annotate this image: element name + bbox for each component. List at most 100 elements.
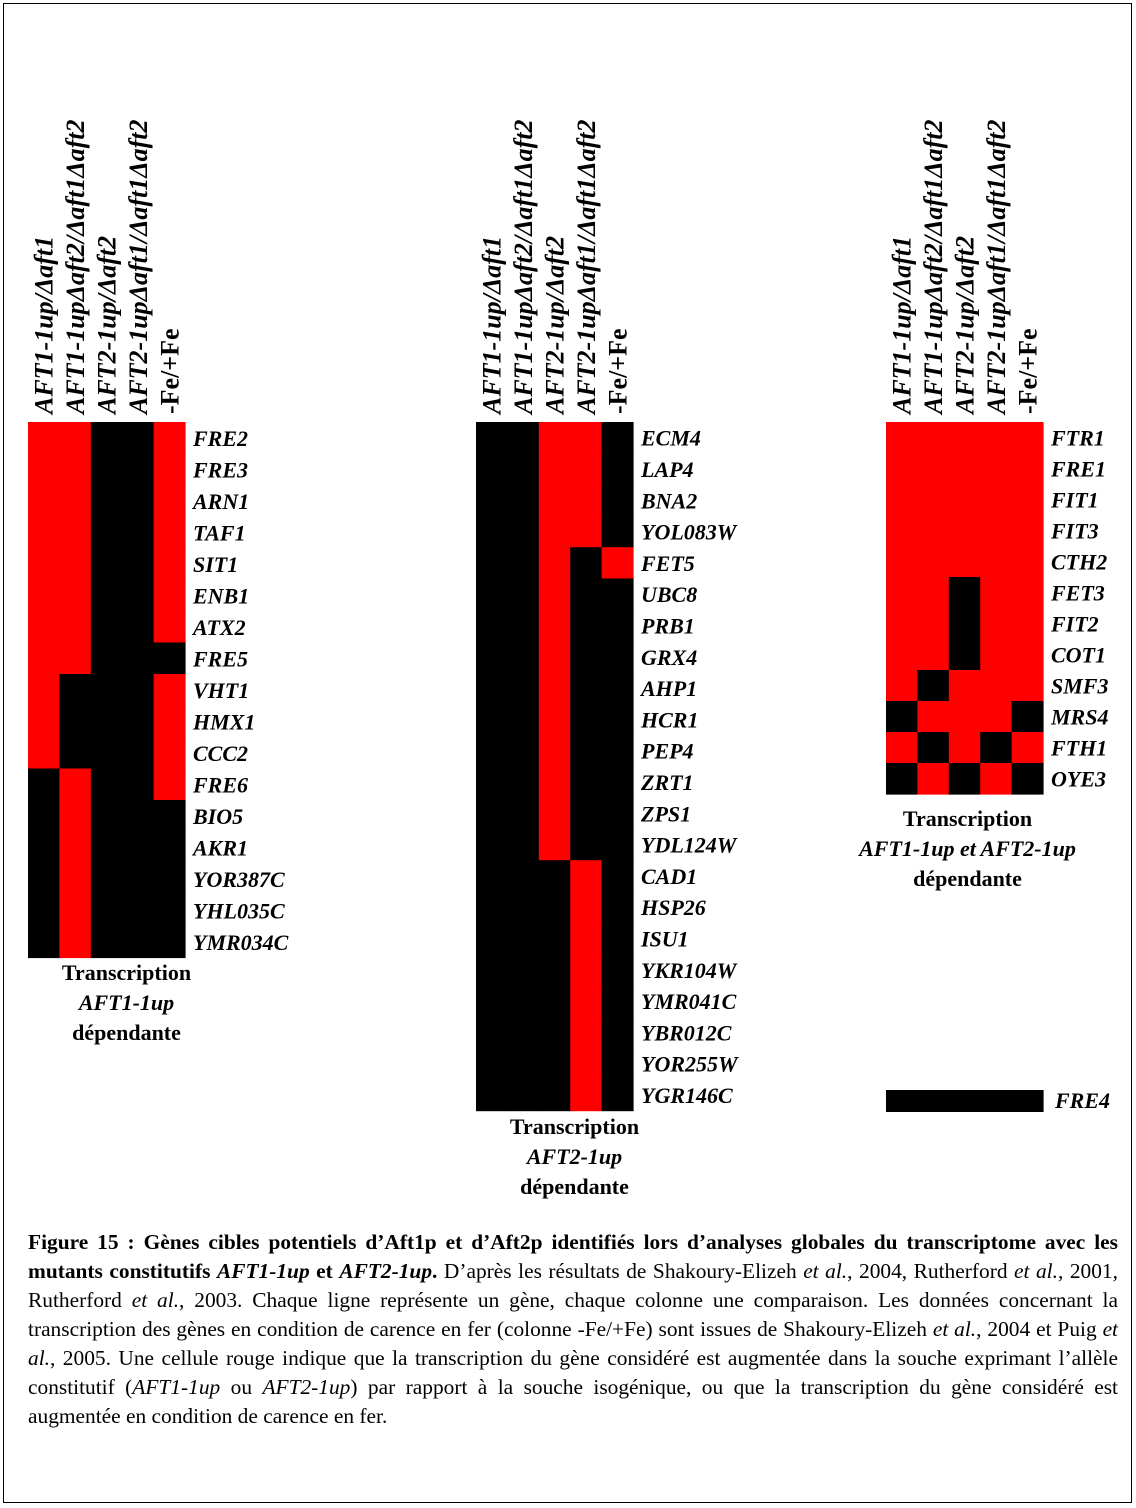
heatmap-cell [570,1016,603,1049]
gene-label: PEP4 [640,739,694,764]
heatmap-cell [538,578,571,611]
caption-title-a: Gènes cibles potentiels d’Aft1p et d’Aft… [28,1230,1118,1283]
heatmap-cell [28,768,60,801]
gene-label: MRS4 [1050,705,1108,730]
heatmap-cell [570,828,603,861]
heatmap-cell [570,609,603,642]
heatmap-cell [601,484,634,517]
gene-label: CAD1 [641,864,697,889]
heatmap-cell [917,1090,950,1112]
heatmap-cell [476,860,508,893]
heatmap-cell [948,670,981,702]
panel-caption-line: AFT2-1up [525,1144,622,1169]
heatmap-cell [59,516,92,549]
heatmap-cell [153,894,186,927]
heatmap-cell [90,642,123,675]
heatmap-cell [601,1016,634,1049]
heatmap-cell [153,453,186,486]
gene-label: YDL124W [641,833,738,858]
caption-etal: et al. [932,1317,977,1341]
caption-etal: et al. [131,1288,180,1312]
gene-label: FRE1 [1050,457,1106,482]
heatmap-cell [538,828,571,861]
gene-label: FRE5 [192,646,248,671]
heatmap-cell [153,516,186,549]
heatmap-cell [570,954,603,986]
heatmap-cell [601,609,634,642]
gene-label: GRX4 [641,645,697,670]
heatmap-cell [948,484,981,516]
heatmap-cell [122,894,155,927]
heatmap-cell [917,608,950,640]
heatmap-cell [538,672,571,705]
heatmap-cell [122,485,155,518]
gene-label: YOR387C [193,867,285,892]
column-label: -Fe/+Fe [155,328,184,414]
heatmap-cell [601,672,634,705]
heatmap-cell [90,926,123,959]
heatmap-cell [28,800,60,833]
column-label: -Fe/+Fe [603,328,632,414]
gene-label: UBC8 [641,582,697,607]
heatmap-cell [601,735,634,767]
heatmap-cell [476,797,508,830]
gene-label: YMR041C [641,989,737,1014]
heatmap-cell [886,732,918,764]
heatmap-cell [886,515,918,547]
gene-label: FRE6 [192,772,248,797]
heatmap-cell [980,422,1013,454]
caption-s6: , 2005. Une cellule rouge indique que la… [28,1346,1118,1399]
heatmap-cell [476,422,508,454]
heatmap-cell [122,611,155,644]
heatmap-cell [59,831,92,864]
caption-s5: , 2004 et Puig [976,1317,1103,1341]
heatmap-cell [917,670,950,702]
caption-s2: , 2004, Rutherford [847,1259,1015,1283]
heatmap-cell [1011,670,1044,702]
heatmap-cell [886,546,918,578]
heatmap-cell [570,985,603,1018]
column-label: AFT2-1upΔaft1/Δaft1Δaft2 [572,120,601,416]
heatmap-cell [538,922,571,955]
heatmap-cell [476,1079,508,1112]
heatmap-cell [476,703,508,736]
heatmap-cell [1011,484,1044,516]
heatmap-cell [917,763,950,795]
heatmap-cell [948,608,981,640]
column-label: AFT2-1up/Δaft2 [93,236,122,416]
heatmap-cell [570,703,603,736]
heatmap-cell [122,579,155,612]
heatmap-cell [601,766,634,799]
heatmap-cell [917,546,950,578]
heatmap-cell [476,922,508,955]
caption-title-allele2: AFT2-1up [339,1259,433,1283]
gene-label: ARN1 [191,489,249,514]
caption-s4: , 2003. Chaque ligne représente un gène,… [28,1288,1118,1341]
gene-label: HCR1 [640,707,698,732]
gene-label: FIT2 [1050,612,1099,637]
heatmap-cell [476,547,508,580]
heatmap-cell [28,831,60,864]
heatmap-cell [59,642,92,675]
heatmap-cell [28,642,60,675]
gene-label: YOL083W [641,520,738,545]
heatmap-cell [1011,453,1044,485]
heatmap-cell [570,515,603,548]
heatmap-cell [601,922,634,955]
heatmap-cell [570,860,603,893]
gene-label: OYE3 [1051,767,1106,792]
gene-label: YBR012C [641,1020,732,1045]
heatmap-cell [122,548,155,581]
heatmap-cell [153,642,186,675]
heatmap-cell [476,766,508,799]
column-label: AFT2-1up/Δaft2 [951,236,980,416]
heatmap-cell [980,732,1013,764]
column-label: AFT1-1up/Δaft1 [30,236,59,416]
heatmap-cell [917,701,950,733]
heatmap-cell [28,485,60,518]
column-label: AFT1-1upΔaft2/Δaft1Δaft2 [61,120,90,416]
column-label: AFT2-1upΔaft1/Δaft1Δaft2 [124,120,153,416]
heatmap-cell [507,609,540,642]
heatmap-cell [601,797,634,830]
heatmap-cell [59,737,92,770]
